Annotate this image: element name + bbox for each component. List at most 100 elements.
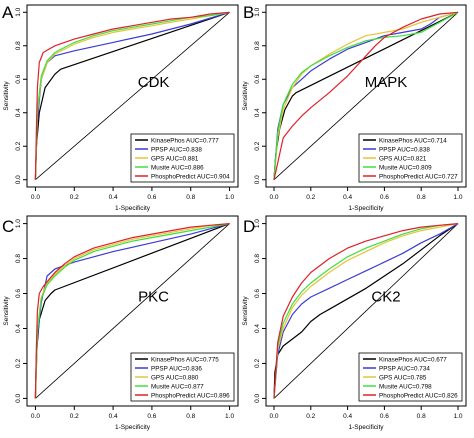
- legend-entry: PhosphoPredict AUC=0.904: [151, 173, 230, 180]
- legend-entry: PPSP AUC=0.838: [151, 146, 202, 153]
- legend-entry: KinasePhos AUC=0.775: [151, 356, 219, 363]
- y-axis-label: Sensitivity: [3, 296, 10, 326]
- plot-frame: [265, 215, 467, 407]
- series-line-gps: [34, 223, 230, 399]
- panel-title: CK2: [371, 289, 400, 306]
- y-tick-label: 0.2: [254, 359, 261, 368]
- series-line-gps: [273, 11, 459, 180]
- y-tick-label: 0.0: [254, 175, 261, 184]
- legend-entry: GPS AUC=0.785: [379, 374, 427, 381]
- y-axis-label: Sensitivity: [242, 81, 249, 111]
- legend-entry: PhosphoPredict AUC=0.727: [379, 173, 458, 180]
- roc-panel-d: D 0.0 0.2 0.4 0.6 0.8 1.0 0.0 0.2 0.4 0.6 0.8 1.0 1-S…: [242, 215, 467, 431]
- x-tick-label: 0.2: [70, 194, 79, 201]
- y-tick-label: 0.0: [15, 175, 22, 184]
- x-tick-label: 1.0: [453, 413, 462, 420]
- y-tick-label: 0.8: [15, 41, 22, 50]
- diagonal-line: [273, 223, 459, 399]
- y-tick-label: 0.8: [254, 254, 261, 263]
- legend: KinasePhos AUC=0.677 PPSP AUC=0.734 GPS AU…: [358, 352, 463, 402]
- panel-title: MAPK: [365, 74, 408, 91]
- legend-entry: PhosphoPredict AUC=0.896: [151, 392, 230, 399]
- y-tick-label: 0.6: [254, 289, 261, 298]
- panel-letter: B: [243, 3, 254, 22]
- plot-frame: [26, 4, 239, 188]
- y-axis-label: Sensitivity: [242, 296, 249, 326]
- y-tick-label: 0.8: [15, 254, 22, 263]
- series-line-phosphopredict: [34, 11, 230, 180]
- x-tick-label: 0.4: [343, 194, 352, 201]
- y-tick-label: 0.6: [15, 74, 22, 83]
- x-tick-label: 0.6: [147, 413, 156, 420]
- y-tick-label: 0.2: [15, 141, 22, 150]
- y-tick-label: 0.0: [254, 394, 261, 403]
- y-tick-label: 0.6: [254, 74, 261, 83]
- y-tick-label: 1.0: [15, 7, 22, 16]
- legend-entry: PPSP AUC=0.838: [379, 146, 430, 153]
- x-axis-label: 1-Specificity: [348, 205, 384, 212]
- y-tick-label: 1.0: [254, 7, 261, 16]
- legend: KinasePhos AUC=0.714 PPSP AUC=0.838 GPS AU…: [358, 133, 463, 183]
- x-axis-label: 1-Specificity: [115, 424, 151, 431]
- legend-entry: Musite AUC=0.809: [379, 164, 432, 171]
- x-tick-label: 0.4: [109, 194, 118, 201]
- legend-entry: KinasePhos AUC=0.677: [379, 356, 447, 363]
- y-tick-label: 0.4: [254, 324, 261, 333]
- legend-entry: Musite AUC=0.798: [379, 383, 432, 390]
- diagonal-line: [35, 223, 230, 399]
- y-tick-label: 0.4: [15, 108, 22, 117]
- panel-title: CDK: [138, 74, 170, 91]
- x-tick-label: 0.0: [31, 194, 40, 201]
- x-tick-label: 1.0: [453, 194, 462, 201]
- series-line-phosphopredict: [273, 11, 459, 180]
- x-tick-label: 0.0: [269, 194, 278, 201]
- x-tick-label: 0.6: [147, 194, 156, 201]
- x-tick-label: 0.8: [417, 194, 426, 201]
- x-tick-label: 1.0: [225, 413, 234, 420]
- legend: KinasePhos AUC=0.775 PPSP AUC=0.836 GPS AU…: [130, 352, 235, 402]
- x-tick-label: 0.2: [70, 413, 79, 420]
- legend: KinasePhos AUC=0.777 PPSP AUC=0.838 GPS AU…: [130, 133, 235, 183]
- x-tick-label: 0.6: [380, 413, 389, 420]
- x-tick-label: 1.0: [225, 194, 234, 201]
- roc-panel-c: C 0.0 0.2 0.4 0.6 0.8 1.0 0.0 0.2 0.4 0.6 0.8 1.0 1-S…: [2, 215, 239, 431]
- x-tick-label: 0.2: [306, 194, 315, 201]
- legend-box: [130, 352, 235, 402]
- series-line-gps: [34, 11, 230, 180]
- y-tick-label: 0.0: [15, 394, 22, 403]
- series-line-ppsp: [273, 223, 459, 399]
- legend-box: [358, 133, 463, 183]
- x-tick-label: 0.0: [31, 413, 40, 420]
- y-tick-label: 1.0: [15, 219, 22, 228]
- legend-entry: KinasePhos AUC=0.777: [151, 137, 219, 144]
- plot-frame: [265, 4, 467, 188]
- roc-panel-a: A 0.0 0.2 0.4 0.6 0.8 1.0 0.0 0.2 0.4 0.6 0.8 1.0 1-S…: [2, 3, 239, 212]
- series-line-kinasephos: [273, 223, 459, 399]
- y-tick-label: 1.0: [254, 219, 261, 228]
- x-tick-label: 0.4: [343, 413, 352, 420]
- legend-box: [358, 352, 463, 402]
- legend-entry: KinasePhos AUC=0.714: [379, 137, 447, 144]
- diagonal-line: [273, 11, 459, 181]
- panel-letter: C: [2, 217, 14, 236]
- x-tick-label: 0.8: [417, 413, 426, 420]
- x-tick-label: 0.8: [186, 194, 195, 201]
- legend-entry: PPSP AUC=0.734: [379, 365, 430, 372]
- legend-entry: GPS AUC=0.821: [379, 155, 427, 162]
- series-line-musite: [273, 223, 459, 399]
- legend-box: [130, 133, 235, 183]
- x-tick-label: 0.8: [186, 413, 195, 420]
- y-tick-label: 0.2: [254, 141, 261, 150]
- legend-entry: GPS AUC=0.881: [151, 155, 199, 162]
- y-tick-label: 0.4: [15, 324, 22, 333]
- legend-entry: GPS AUC=0.880: [151, 374, 199, 381]
- series-line-musite: [34, 223, 230, 399]
- y-tick-label: 0.6: [15, 289, 22, 298]
- plot-frame: [26, 215, 239, 407]
- legend-entry: PhosphoPredict AUC=0.826: [379, 392, 458, 399]
- x-axis-label: 1-Specificity: [115, 205, 151, 212]
- legend-entry: PPSP AUC=0.836: [151, 365, 202, 372]
- roc-panel-b: B 0.0 0.2 0.4 0.6 0.8 1.0 0.0 0.2 0.4 0.6 0.8 1.0 1-S…: [242, 3, 467, 212]
